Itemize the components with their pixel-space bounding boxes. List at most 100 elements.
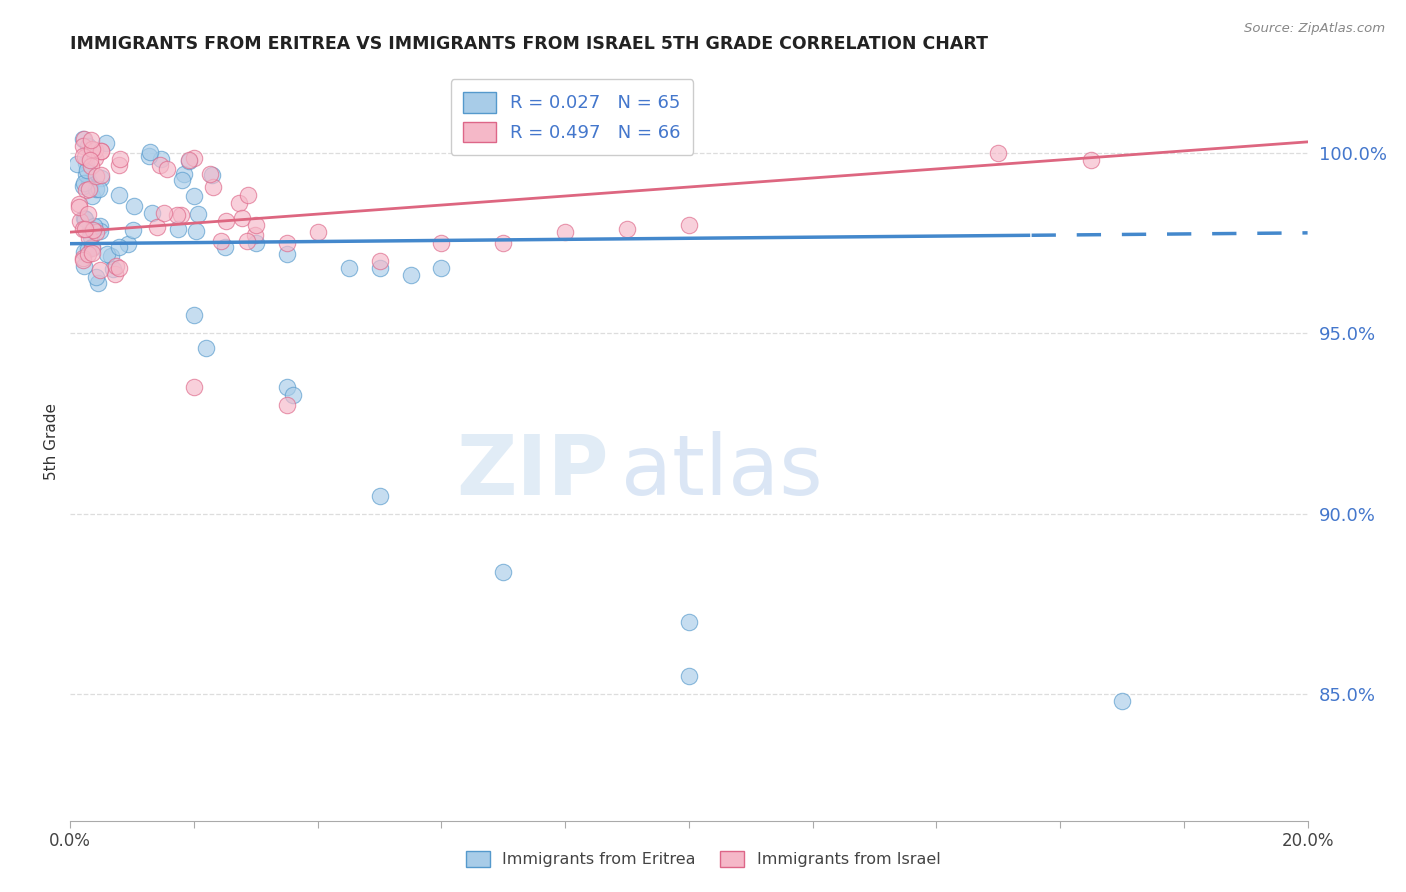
Point	[149, 158, 172, 172]
Point	[83, 219, 105, 233]
Point	[89, 263, 111, 277]
Point	[238, 188, 260, 202]
Point	[492, 235, 515, 250]
Point	[678, 669, 700, 683]
Point	[84, 181, 107, 195]
Point	[138, 148, 160, 162]
Point	[156, 162, 179, 177]
Point	[166, 208, 188, 222]
Point	[430, 235, 453, 250]
Point	[77, 178, 100, 193]
Point	[80, 159, 103, 173]
Point	[84, 226, 107, 240]
Point	[276, 235, 298, 250]
Point	[183, 380, 205, 394]
Point	[195, 341, 218, 355]
Point	[146, 219, 169, 234]
Legend: R = 0.027   N = 65, R = 0.497   N = 66: R = 0.027 N = 65, R = 0.497 N = 66	[450, 79, 693, 155]
Point	[276, 399, 298, 413]
Point	[67, 197, 90, 211]
Point	[79, 133, 101, 147]
Text: atlas: atlas	[621, 432, 823, 512]
Point	[72, 132, 94, 146]
Point	[430, 261, 453, 276]
Point	[153, 206, 176, 220]
Point	[368, 254, 391, 268]
Point	[84, 169, 107, 184]
Point	[399, 268, 422, 283]
Point	[72, 252, 94, 266]
Point	[73, 176, 96, 190]
Point	[117, 237, 139, 252]
Point	[554, 225, 576, 239]
Point	[201, 168, 224, 182]
Point	[75, 183, 97, 197]
Point	[108, 153, 131, 167]
Point	[243, 227, 266, 242]
Point	[1111, 694, 1133, 708]
Legend: Immigrants from Eritrea, Immigrants from Israel: Immigrants from Eritrea, Immigrants from…	[458, 843, 948, 875]
Point	[187, 206, 209, 220]
Point	[678, 218, 700, 232]
Point	[276, 247, 298, 261]
Point	[183, 308, 205, 322]
Point	[82, 223, 104, 237]
Point	[281, 387, 304, 401]
Point	[214, 239, 236, 253]
Point	[72, 221, 94, 235]
Point	[96, 246, 118, 260]
Point	[73, 211, 96, 225]
Point	[77, 175, 100, 189]
Point	[108, 158, 131, 172]
Point	[100, 249, 122, 263]
Point	[368, 261, 391, 276]
Point	[245, 235, 267, 250]
Point	[73, 221, 96, 235]
Point	[94, 136, 117, 150]
Point	[77, 182, 100, 196]
Point	[276, 380, 298, 394]
Point	[77, 231, 100, 245]
Point	[186, 223, 208, 237]
Point	[87, 276, 110, 290]
Point	[236, 235, 259, 249]
Point	[73, 259, 96, 273]
Text: Source: ZipAtlas.com: Source: ZipAtlas.com	[1244, 22, 1385, 36]
Point	[80, 189, 103, 203]
Point	[77, 207, 100, 221]
Point	[69, 214, 91, 228]
Point	[79, 229, 101, 244]
Point	[67, 200, 90, 214]
Point	[150, 153, 173, 167]
Point	[307, 225, 329, 239]
Point	[121, 222, 143, 236]
Point	[76, 139, 98, 153]
Point	[72, 148, 94, 162]
Point	[77, 242, 100, 256]
Point	[79, 222, 101, 236]
Point	[108, 188, 131, 202]
Point	[90, 168, 112, 182]
Point	[80, 240, 103, 254]
Point	[90, 171, 112, 186]
Point	[72, 139, 94, 153]
Point	[202, 180, 225, 194]
Point	[89, 224, 111, 238]
Point	[167, 222, 190, 236]
Point	[492, 565, 515, 579]
Point	[141, 205, 163, 219]
Point	[90, 145, 112, 159]
Point	[177, 153, 200, 168]
Point	[76, 163, 98, 178]
Point	[678, 615, 700, 629]
Point	[90, 144, 112, 158]
Point	[228, 195, 250, 210]
Point	[79, 180, 101, 194]
Point	[616, 221, 638, 235]
Point	[177, 153, 200, 167]
Point	[172, 173, 194, 187]
Point	[215, 214, 238, 228]
Point	[75, 155, 97, 169]
Point	[80, 245, 103, 260]
Point	[1080, 153, 1102, 167]
